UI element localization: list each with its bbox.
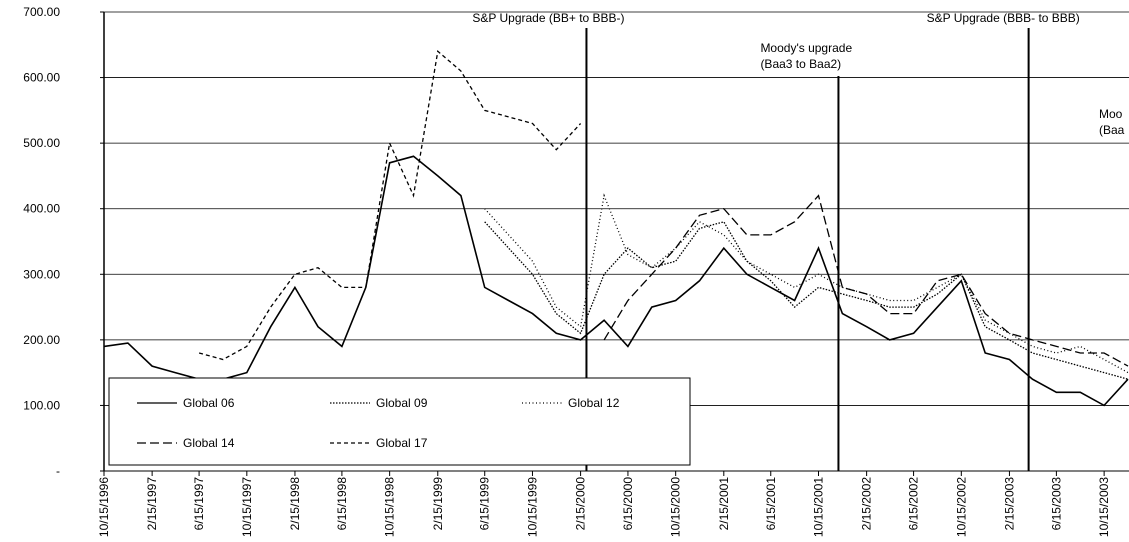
- legend-label: Global 12: [568, 396, 620, 410]
- x-tick-label: 2/15/2001: [717, 477, 731, 531]
- x-tick-label: 6/15/1999: [478, 477, 492, 531]
- x-tick-label: 2/15/1999: [431, 477, 445, 531]
- x-tick-label: 10/15/2000: [669, 477, 683, 537]
- y-tick-label: -: [56, 464, 60, 478]
- series-line: [198, 50, 582, 361]
- x-tick-label: 10/15/2001: [811, 477, 825, 537]
- series-line: [603, 194, 1129, 367]
- x-tick-label: 2/15/2000: [574, 477, 588, 531]
- x-tick-label: 2/15/1998: [288, 477, 302, 531]
- legend-label: Global 06: [183, 396, 235, 410]
- x-tick-label: 6/15/2003: [1049, 477, 1063, 531]
- y-tick-label: 600.00: [23, 71, 60, 85]
- x-tick-label: 2/15/2002: [860, 477, 874, 531]
- x-tick-label: 2/15/1997: [145, 477, 159, 531]
- annotation: Moo: [1099, 107, 1123, 121]
- x-tick-label: 10/15/1996: [97, 477, 111, 537]
- x-tick-label: 10/15/2003: [1097, 477, 1111, 537]
- x-tick-label: 6/15/2000: [621, 477, 635, 531]
- legend-label: Global 17: [376, 436, 428, 450]
- x-tick-label: 10/15/2002: [954, 477, 968, 537]
- series-line: [484, 221, 1129, 380]
- legend-label: Global 09: [376, 396, 428, 410]
- x-tick-label: 6/15/2002: [907, 477, 921, 531]
- legend-box: [108, 377, 691, 466]
- y-tick-label: 400.00: [23, 202, 60, 216]
- x-tick-label: 6/15/1998: [335, 477, 349, 531]
- legend-label: Global 14: [183, 436, 235, 450]
- series-line: [484, 193, 1129, 374]
- y-tick-label: 300.00: [23, 267, 60, 281]
- x-tick-label: 10/15/1998: [383, 477, 397, 537]
- y-tick-label: 500.00: [23, 136, 60, 150]
- y-tick-label: 100.00: [23, 398, 60, 412]
- series-line: [104, 155, 1129, 407]
- legend: Global 06 Global 09 Global 12 Global 14 Glob…: [108, 377, 691, 466]
- y-tick-label: 200.00: [23, 333, 60, 347]
- plot-area: [104, 50, 1129, 407]
- annotation: Moody's upgrade: [760, 41, 852, 55]
- annotation: (Baa3 to Baa2): [760, 57, 841, 71]
- annotation: S&P Upgrade (BB+ to BBB-): [472, 11, 624, 25]
- x-tick-label: 2/15/2003: [1002, 477, 1016, 531]
- y-tick-label: 700.00: [23, 5, 60, 19]
- x-tick-label: 6/15/1997: [192, 477, 206, 531]
- x-tick-label: 10/15/1997: [240, 477, 254, 537]
- x-tick-label: 10/15/1999: [525, 477, 539, 537]
- x-tick-label: 6/15/2001: [764, 477, 778, 531]
- annotation: S&P Upgrade (BBB- to BBB): [927, 11, 1080, 25]
- annotation: (Baa: [1099, 123, 1125, 137]
